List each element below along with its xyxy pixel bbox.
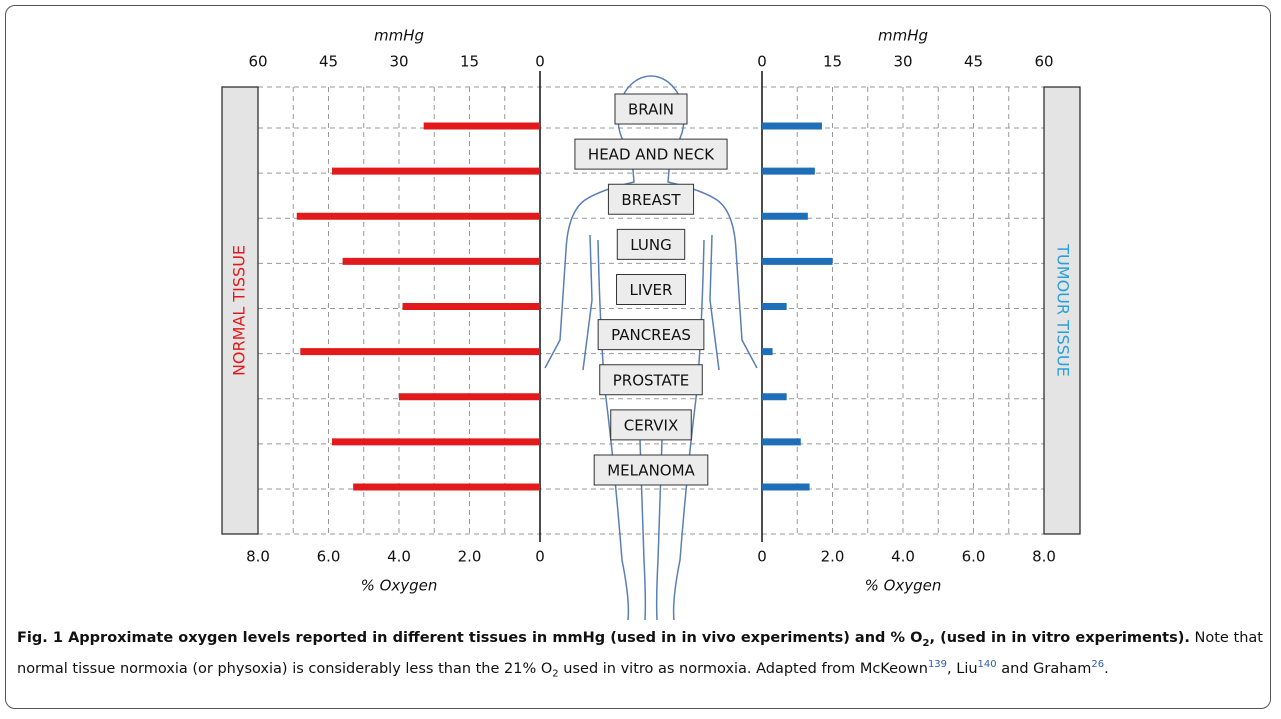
category-label: PROSTATE	[613, 371, 690, 389]
bar	[297, 213, 540, 220]
category-label: BREAST	[621, 191, 681, 209]
x-tick-label: 8.0	[1032, 548, 1056, 566]
bar	[399, 393, 540, 400]
caption-run: 139	[928, 659, 947, 670]
x2-tick-label: 0	[535, 53, 545, 71]
category-label: CERVIX	[624, 416, 679, 434]
bar	[332, 168, 540, 175]
side-label: NORMAL TISSUE	[230, 245, 249, 376]
x-tick-label: 0	[535, 548, 545, 566]
bar	[762, 258, 833, 265]
x-tick-label: 4.0	[891, 548, 915, 566]
caption-run: used in vitro as normoxia. Adapted from …	[559, 661, 928, 677]
category-label: BRAIN	[628, 101, 674, 119]
x2-tick-label: 45	[319, 53, 338, 71]
bar	[762, 303, 787, 310]
x2-tick-label: 45	[964, 53, 983, 71]
side-label: TUMOUR TISSUE	[1054, 243, 1073, 376]
caption: Fig. 1 Approximate oxygen levels reporte…	[17, 628, 1263, 685]
bar	[762, 438, 801, 445]
x-tick-label: 6.0	[317, 548, 341, 566]
x2-tick-label: 30	[389, 53, 408, 71]
category-label: MELANOMA	[607, 462, 695, 480]
x2-tick-label: 0	[757, 53, 767, 71]
x2-tick-label: 30	[893, 53, 912, 71]
bar	[403, 303, 540, 310]
caption-run: , Liu	[947, 661, 978, 677]
x-tick-label: 2.0	[821, 548, 845, 566]
chart: NORMAL TISSUE 0 2.0 4.0 6.0 8.0 0 15 30 45 60 mmHg%…	[0, 0, 1281, 620]
bar	[762, 484, 810, 491]
x-tick-label: 2.0	[458, 548, 482, 566]
x-tick-label: 0	[757, 548, 767, 566]
x2-axis-title: mmHg	[374, 27, 424, 45]
bar	[762, 168, 815, 175]
x-axis-title: % Oxygen	[865, 577, 942, 595]
bar	[762, 393, 787, 400]
bar	[762, 213, 808, 220]
bar	[300, 348, 540, 355]
bar	[332, 438, 540, 445]
x-axis-title: % Oxygen	[361, 577, 438, 595]
x-tick-label: 4.0	[387, 548, 411, 566]
bar	[343, 258, 540, 265]
bar	[353, 484, 540, 491]
x2-tick-label: 60	[248, 53, 267, 71]
category-label: LUNG	[630, 236, 671, 254]
caption-run: 140	[978, 659, 997, 670]
x2-axis-title: mmHg	[878, 27, 928, 45]
caption-run: .	[1104, 661, 1109, 677]
x-tick-label: 6.0	[962, 548, 986, 566]
x-tick-label: 8.0	[246, 548, 270, 566]
category-label: HEAD AND NECK	[588, 146, 715, 164]
page: {"chart_data": {"type": "bar", "orientat…	[0, 0, 1281, 719]
caption-run: 26	[1091, 659, 1104, 670]
x2-tick-label: 60	[1034, 53, 1053, 71]
category-label: PANCREAS	[611, 326, 691, 344]
bar	[424, 123, 540, 130]
category-label: LIVER	[630, 281, 673, 299]
x2-tick-label: 15	[823, 53, 842, 71]
caption-run: Fig. 1 Approximate oxygen levels reporte…	[17, 630, 923, 646]
x2-tick-label: 15	[460, 53, 479, 71]
bar	[762, 348, 773, 355]
bar	[762, 123, 822, 130]
caption-run: and Graham	[997, 661, 1092, 677]
caption-run: , (used in in vitro experiments).	[929, 630, 1189, 646]
